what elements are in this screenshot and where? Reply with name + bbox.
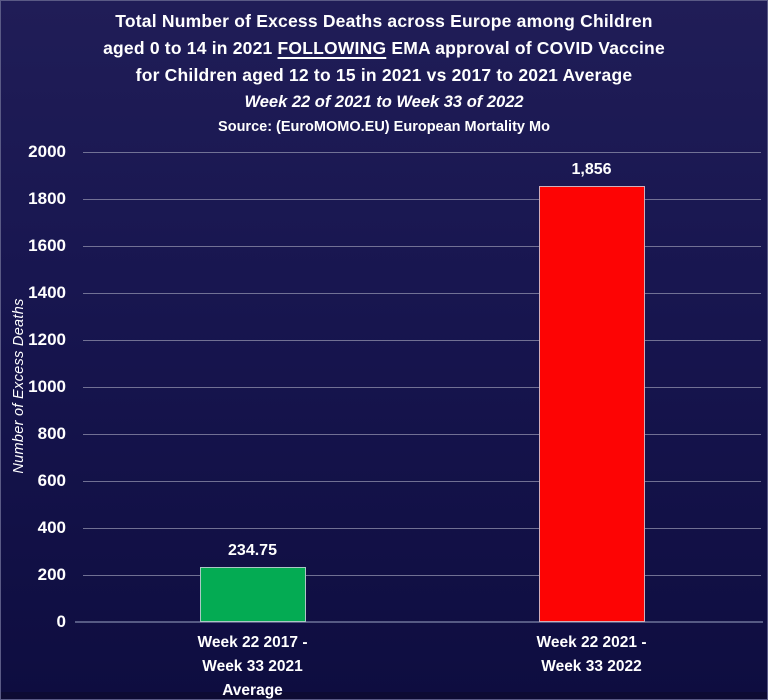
x-axis-baseline <box>75 621 763 623</box>
title-line-1: Total Number of Excess Deaths across Eur… <box>115 11 653 31</box>
y-axis-tick-label: 600 <box>37 471 66 490</box>
x-axis-label-line: Average <box>222 682 283 699</box>
title-line-2: aged 0 to 14 in 2021 FOLLOWING EMA appro… <box>1 35 767 62</box>
y-gridline <box>83 528 761 529</box>
y-axis-tick-label: 800 <box>37 424 66 443</box>
x-axis-label-line: Week 33 2022 <box>541 658 642 675</box>
y-axis-tick-label: 1000 <box>28 377 66 396</box>
y-axis-tick-label: 1400 <box>28 283 66 302</box>
bottom-strip <box>1 692 767 699</box>
x-axis-label-line: Week 22 2021 - <box>536 634 647 651</box>
y-axis-tick-label: 1600 <box>28 236 66 255</box>
y-axis-tick-label: 400 <box>37 518 66 537</box>
y-gridline <box>83 293 761 294</box>
y-axis-tick-label: 2000 <box>28 142 66 161</box>
bar-value-label: 234.75 <box>228 542 277 559</box>
y-gridline <box>83 481 761 482</box>
bar-value-label: 1,856 <box>571 161 612 178</box>
y-axis-tick-label: 200 <box>37 565 66 584</box>
title-line-2-pre: aged 0 to 14 in 2021 <box>103 38 278 58</box>
bar-2021-2022 <box>538 186 645 622</box>
x-axis-label-line: Week 33 2021 <box>202 658 303 675</box>
y-axis-tick-label: 1800 <box>28 189 66 208</box>
y-axis-tick-label: 0 <box>56 612 66 631</box>
y-gridline <box>83 387 761 388</box>
y-gridline <box>83 575 761 576</box>
y-gridline <box>83 434 761 435</box>
title-underlined-word: FOLLOWING <box>277 38 387 58</box>
x-axis-category-label: Week 22 2021 - Week 33 2022 <box>482 631 702 679</box>
y-gridline <box>83 340 761 341</box>
title-line-2-post: EMA approval of COVID Vaccine <box>386 38 665 58</box>
title-line-3: for Children aged 12 to 15 in 2021 vs 20… <box>135 65 633 85</box>
y-axis-tick-label: 1200 <box>28 330 66 349</box>
x-axis-category-label: Week 22 2017 - Week 33 2021 Average <box>143 631 363 699</box>
bar-average-2017-2021 <box>199 567 306 622</box>
y-gridline <box>83 152 761 153</box>
title-subtitle: Week 22 of 2021 to Week 33 of 2022 <box>244 93 524 111</box>
chart-title-block: Total Number of Excess Deaths across Eur… <box>1 8 767 139</box>
plot-area <box>83 141 761 622</box>
y-gridline <box>83 246 761 247</box>
x-axis-label-line: Week 22 2017 - <box>197 634 308 651</box>
y-gridline <box>83 199 761 200</box>
title-source: Source: (EuroMOMO.EU) European Mortality… <box>218 119 550 135</box>
